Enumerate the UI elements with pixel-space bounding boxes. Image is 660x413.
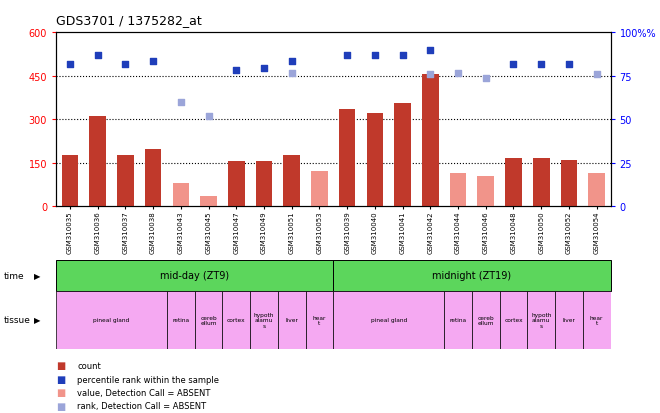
Bar xyxy=(449,173,467,206)
Text: ■: ■ xyxy=(56,361,65,370)
Bar xyxy=(505,159,522,206)
Bar xyxy=(283,156,300,206)
Text: pineal gland: pineal gland xyxy=(371,318,407,323)
Bar xyxy=(56,260,333,291)
Point xyxy=(425,72,436,78)
Bar xyxy=(228,162,245,206)
Text: cereb
ellum: cereb ellum xyxy=(477,315,494,325)
Bar xyxy=(222,291,250,349)
Bar xyxy=(560,160,578,206)
Point xyxy=(508,62,519,68)
Bar xyxy=(255,162,273,206)
Text: liver: liver xyxy=(285,318,298,323)
Text: ■: ■ xyxy=(56,401,65,411)
Text: percentile rank within the sample: percentile rank within the sample xyxy=(77,375,219,384)
Text: cortex: cortex xyxy=(227,318,246,323)
Bar xyxy=(333,260,610,291)
Text: count: count xyxy=(77,361,101,370)
Bar xyxy=(333,291,444,349)
Text: liver: liver xyxy=(562,318,576,323)
Point xyxy=(591,72,602,78)
Text: time: time xyxy=(3,271,24,280)
Point xyxy=(259,66,269,73)
Point xyxy=(231,67,242,74)
Bar xyxy=(61,156,79,206)
Bar xyxy=(200,197,217,206)
Bar xyxy=(311,172,328,206)
Point xyxy=(286,59,297,65)
Point xyxy=(564,62,574,68)
Bar xyxy=(167,291,195,349)
Bar xyxy=(477,176,494,206)
Bar xyxy=(500,291,527,349)
Bar xyxy=(422,75,439,206)
Bar xyxy=(533,159,550,206)
Bar xyxy=(527,291,555,349)
Point xyxy=(120,62,131,68)
Point xyxy=(176,99,186,106)
Bar xyxy=(306,291,333,349)
Bar xyxy=(250,291,278,349)
Text: retina: retina xyxy=(449,318,467,323)
Bar xyxy=(172,183,189,206)
Text: tissue: tissue xyxy=(3,316,30,325)
Bar xyxy=(89,117,106,206)
Text: hear
t: hear t xyxy=(590,315,603,325)
Point xyxy=(342,53,352,59)
Text: ■: ■ xyxy=(56,374,65,384)
Point xyxy=(286,70,297,77)
Bar xyxy=(472,291,500,349)
Text: ■: ■ xyxy=(56,387,65,397)
Point xyxy=(425,47,436,54)
Point xyxy=(65,62,75,68)
Text: hypoth
alamu
s: hypoth alamu s xyxy=(531,312,551,328)
Text: pineal gland: pineal gland xyxy=(94,318,129,323)
Bar xyxy=(56,291,167,349)
Bar xyxy=(444,291,472,349)
Bar xyxy=(555,291,583,349)
Point xyxy=(480,76,491,83)
Text: ▶: ▶ xyxy=(34,316,41,325)
Point xyxy=(370,53,380,59)
Bar xyxy=(583,291,610,349)
Point xyxy=(453,70,463,77)
Bar xyxy=(195,291,222,349)
Point xyxy=(92,53,103,59)
Bar xyxy=(278,291,306,349)
Bar xyxy=(339,109,356,206)
Text: GDS3701 / 1375282_at: GDS3701 / 1375282_at xyxy=(56,14,202,27)
Point xyxy=(397,53,408,59)
Point xyxy=(148,59,158,65)
Text: hear
t: hear t xyxy=(313,315,326,325)
Text: cortex: cortex xyxy=(504,318,523,323)
Text: midnight (ZT19): midnight (ZT19) xyxy=(432,271,512,281)
Text: retina: retina xyxy=(172,318,189,323)
Text: value, Detection Call = ABSENT: value, Detection Call = ABSENT xyxy=(77,388,211,397)
Text: mid-day (ZT9): mid-day (ZT9) xyxy=(160,271,229,281)
Bar xyxy=(117,156,134,206)
Bar xyxy=(366,114,383,206)
Point xyxy=(536,62,546,68)
Text: cereb
ellum: cereb ellum xyxy=(200,315,217,325)
Text: ▶: ▶ xyxy=(34,271,41,280)
Bar xyxy=(394,104,411,206)
Point xyxy=(203,114,214,120)
Text: rank, Detection Call = ABSENT: rank, Detection Call = ABSENT xyxy=(77,401,207,410)
Bar xyxy=(588,173,605,206)
Text: hypoth
alamu
s: hypoth alamu s xyxy=(254,312,274,328)
Bar xyxy=(145,150,162,206)
